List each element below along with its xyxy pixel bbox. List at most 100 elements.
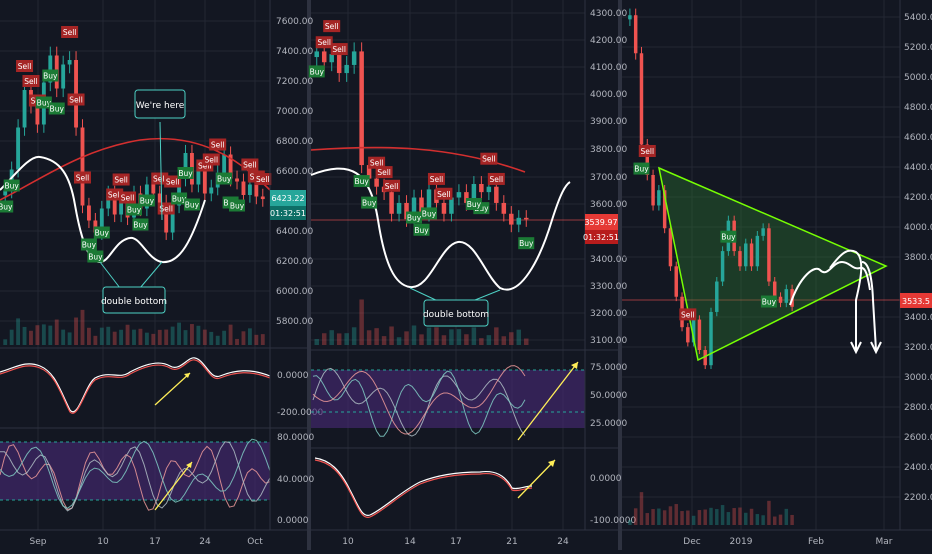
sell-signal[interactable]: Sell bbox=[330, 43, 348, 56]
candle-body[interactable] bbox=[389, 192, 394, 214]
candle-body[interactable] bbox=[336, 54, 342, 74]
buy-signal[interactable]: Buy bbox=[406, 211, 423, 224]
sell-signal[interactable]: Sell bbox=[383, 179, 401, 192]
candle-body[interactable] bbox=[164, 202, 169, 233]
candle-body[interactable] bbox=[686, 327, 690, 343]
sell-signal[interactable]: Sell bbox=[679, 308, 697, 321]
candle-body[interactable] bbox=[668, 228, 673, 267]
buy-signal[interactable]: Buy bbox=[93, 226, 110, 239]
candle-body[interactable] bbox=[639, 53, 644, 145]
candle-body[interactable] bbox=[628, 15, 632, 20]
candle-body[interactable] bbox=[366, 165, 372, 179]
buy-signal[interactable]: Buy bbox=[80, 238, 97, 251]
middle-price-axis[interactable]: 4300.00 4200.00 4100.00 4000.00 3900.00 3800.… bbox=[590, 9, 627, 346]
middle-time-axis[interactable]: 10 14 17 21 24 bbox=[342, 537, 569, 547]
candle-body[interactable] bbox=[3, 190, 8, 196]
candle-body[interactable] bbox=[767, 228, 771, 282]
candle-body[interactable] bbox=[86, 205, 91, 221]
buy-signal[interactable]: Buy bbox=[138, 194, 155, 207]
left-pattern-callout-box[interactable] bbox=[102, 286, 166, 314]
candle-body[interactable] bbox=[196, 169, 201, 185]
sell-signal[interactable]: Sell bbox=[375, 166, 393, 179]
left-price-axis[interactable]: 7600.00 7400.00 7200.00 7000.00 6800.00 6600.… bbox=[276, 17, 313, 327]
sell-signal[interactable]: Sell bbox=[480, 152, 498, 165]
buy-signal[interactable]: Buy bbox=[465, 198, 482, 210]
candle-body[interactable] bbox=[228, 154, 233, 179]
candle-body[interactable] bbox=[486, 186, 492, 193]
candle-body[interactable] bbox=[494, 186, 499, 203]
candle-body[interactable] bbox=[183, 153, 188, 179]
buy-signal[interactable]: Buy bbox=[126, 203, 142, 216]
buy-signal[interactable]: Buy bbox=[420, 207, 437, 220]
sell-signal[interactable]: Sell bbox=[73, 171, 91, 184]
sell-signal[interactable]: Sell bbox=[323, 20, 341, 33]
candle-body[interactable] bbox=[657, 190, 661, 206]
candle-body[interactable] bbox=[441, 202, 447, 214]
candle-body[interactable] bbox=[411, 197, 417, 220]
candle-body[interactable] bbox=[784, 289, 789, 303]
buy-signal[interactable]: Buy bbox=[87, 250, 104, 263]
sell-signal[interactable]: Sell bbox=[106, 188, 124, 201]
candle-body[interactable] bbox=[177, 178, 182, 206]
candle-body[interactable] bbox=[321, 51, 327, 63]
sell-signal[interactable]: Sell bbox=[61, 26, 79, 38]
candle-body[interactable] bbox=[106, 193, 111, 209]
candle-body[interactable] bbox=[744, 243, 748, 267]
buy-signal[interactable]: Buy bbox=[171, 192, 188, 205]
sell-signal[interactable]: Sell bbox=[112, 173, 130, 186]
sell-signal[interactable]: Sell bbox=[202, 153, 220, 166]
candle-body[interactable] bbox=[464, 192, 469, 203]
sell-signal[interactable]: Sell bbox=[119, 191, 137, 204]
buy-signal[interactable]: Buy bbox=[518, 237, 535, 250]
candle-body[interactable] bbox=[501, 202, 507, 214]
candle-body[interactable] bbox=[509, 213, 514, 225]
buy-signal[interactable]: Buy bbox=[413, 223, 430, 236]
sell-signal[interactable]: Sell bbox=[151, 172, 169, 185]
buy-signal[interactable]: Buy bbox=[183, 198, 200, 211]
candle-body[interactable] bbox=[697, 319, 702, 350]
buy-signal[interactable]: Buy bbox=[0, 200, 14, 213]
buy-signal[interactable]: Buy bbox=[229, 199, 246, 212]
panel-divider-1[interactable] bbox=[307, 0, 311, 550]
candle-body[interactable] bbox=[374, 178, 379, 187]
candle-body[interactable] bbox=[80, 127, 85, 206]
candle-body[interactable] bbox=[112, 193, 117, 215]
buy-signal[interactable]: Buy bbox=[720, 230, 737, 243]
middle-pattern-callout-box[interactable] bbox=[423, 299, 489, 327]
sell-signal[interactable]: Sell bbox=[638, 145, 656, 157]
buy-signal[interactable]: Buy bbox=[3, 179, 20, 192]
right-triangle-outline[interactable] bbox=[657, 166, 888, 362]
candle-body[interactable] bbox=[738, 251, 742, 267]
buy-signal[interactable]: Buy bbox=[353, 175, 370, 188]
candle-body[interactable] bbox=[633, 15, 638, 54]
candle-body[interactable] bbox=[755, 235, 760, 267]
candle-body[interactable] bbox=[449, 197, 454, 214]
right-price-axis[interactable]: 5400.00 5200.00 5000.00 4800.00 4600.00 4400.… bbox=[904, 13, 932, 503]
buy-signal[interactable]: Buy bbox=[48, 102, 65, 115]
candle-body[interactable] bbox=[662, 190, 667, 229]
sell-signal[interactable]: Sell bbox=[22, 75, 40, 87]
buy-signal[interactable]: Buy bbox=[308, 65, 325, 78]
candle-body[interactable] bbox=[61, 64, 66, 89]
candle-body[interactable] bbox=[720, 251, 725, 282]
candle-body[interactable] bbox=[260, 196, 265, 200]
candle-body[interactable] bbox=[22, 90, 27, 128]
candle-body[interactable] bbox=[170, 205, 175, 233]
left-time-axis[interactable]: Sep 10 17 24 Oct bbox=[30, 537, 264, 547]
sell-signal[interactable]: Sell bbox=[427, 172, 445, 185]
candle-body[interactable] bbox=[426, 189, 432, 214]
candle-body[interactable] bbox=[359, 51, 364, 166]
candle-body[interactable] bbox=[247, 184, 252, 196]
buy-signal[interactable]: Buy bbox=[132, 218, 149, 231]
candle-body[interactable] bbox=[772, 281, 777, 297]
sell-signal[interactable]: Sell bbox=[368, 156, 386, 169]
sell-signal[interactable]: Sell bbox=[241, 158, 259, 171]
candle-body[interactable] bbox=[749, 243, 754, 267]
candle-body[interactable] bbox=[222, 154, 227, 173]
candle-body[interactable] bbox=[48, 55, 53, 83]
candle-body[interactable] bbox=[209, 187, 214, 194]
buy-signal[interactable]: Buy bbox=[760, 295, 777, 308]
candle-body[interactable] bbox=[471, 184, 477, 203]
sell-signal[interactable]: Sell bbox=[487, 172, 505, 185]
candle-body[interactable] bbox=[419, 197, 424, 214]
